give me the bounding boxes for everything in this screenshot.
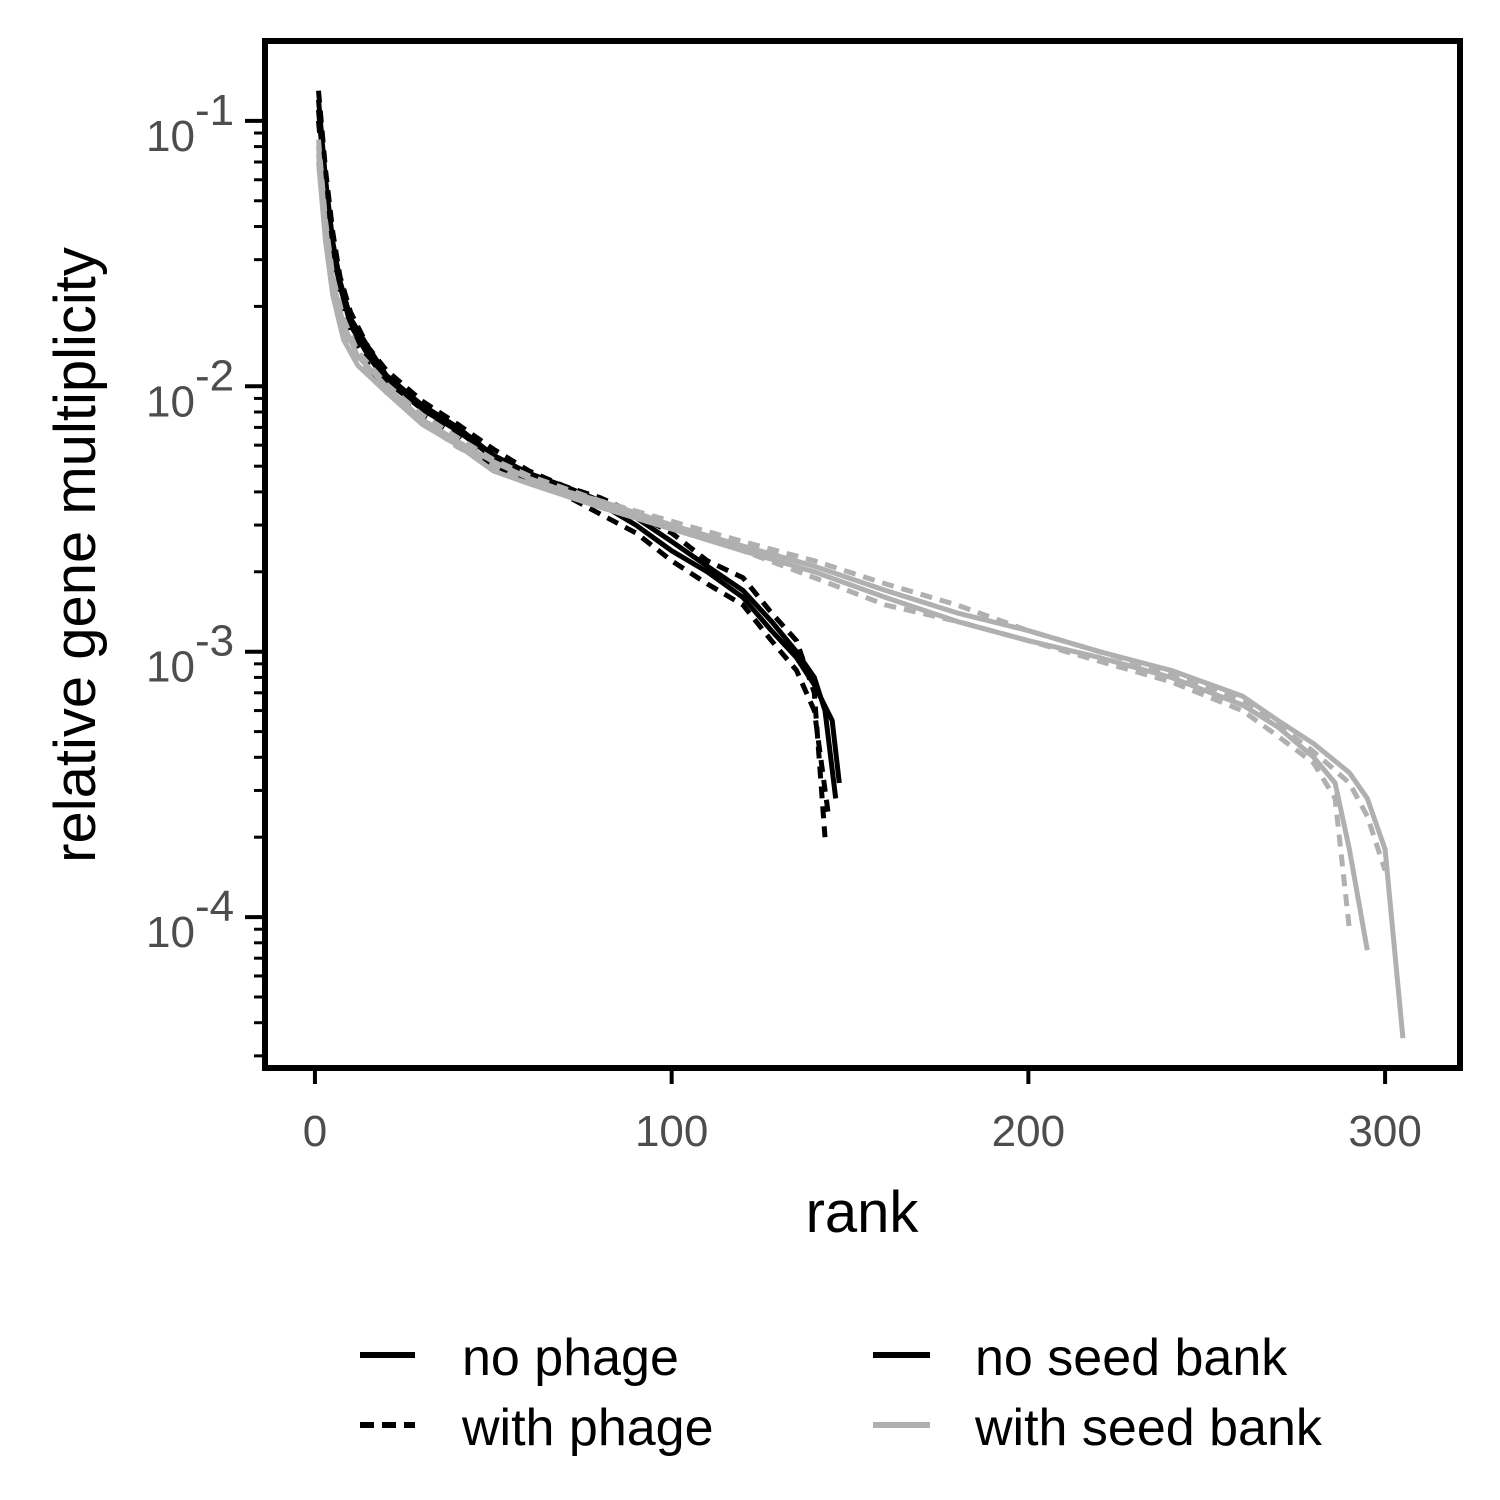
- x-axis-title: rank: [806, 1180, 920, 1245]
- legend-label-with-phage: with phage: [461, 1399, 714, 1457]
- series-line-7: [316, 139, 1388, 872]
- plot-panel-border: [262, 38, 1463, 1071]
- y-tick-exponent-2: -3: [195, 617, 234, 666]
- x-tick-label-0: 0: [303, 1107, 327, 1156]
- series-line-2: [316, 90, 828, 838]
- x-tick-label-3: 300: [1348, 1107, 1421, 1156]
- y-tick-exponent-1: -2: [195, 351, 234, 400]
- y-tick-exponent-0: -1: [195, 86, 234, 135]
- series-line-3: [316, 120, 832, 817]
- series-line-4: [316, 146, 1406, 1039]
- y-tick-label-1: 10: [146, 377, 195, 426]
- y-tick-label-2: 10: [146, 643, 195, 692]
- x-tick-label-1: 100: [635, 1107, 708, 1156]
- legend-label-no-phage: no phage: [462, 1329, 679, 1387]
- legend-label-no-seed-bank: no seed bank: [975, 1329, 1288, 1387]
- y-axis-title: relative gene multiplicity: [43, 247, 108, 863]
- x-tick-label-2: 200: [992, 1107, 1065, 1156]
- y-tick-label-0: 10: [146, 112, 195, 161]
- y-tick-exponent-3: -4: [195, 882, 234, 931]
- legend: no phage with phage no seed bank with se…: [360, 1329, 1323, 1457]
- series-layer: [316, 90, 1406, 1039]
- y-tick-label-3: 10: [146, 908, 195, 957]
- legend-label-with-seed-bank: with seed bank: [974, 1399, 1323, 1457]
- series-line-6: [316, 153, 1352, 930]
